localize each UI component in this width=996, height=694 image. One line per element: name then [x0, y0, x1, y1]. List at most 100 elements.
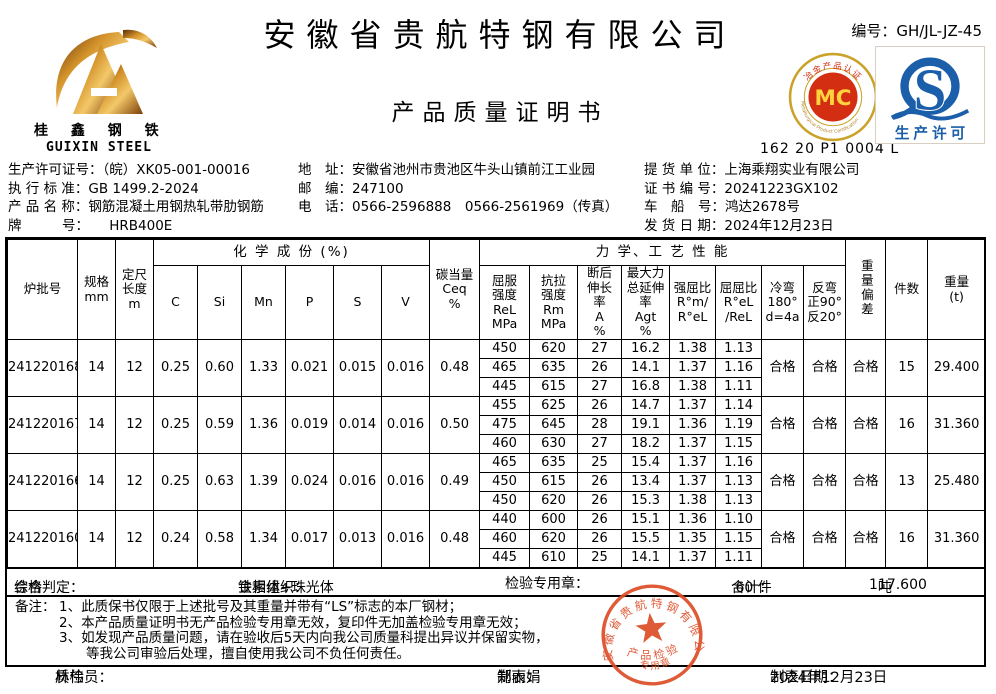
cell-pieces: 16: [885, 510, 929, 568]
cell-length: 12: [115, 453, 154, 511]
cell-agt: 19.1: [621, 415, 671, 435]
cell-pieces: 15: [885, 339, 929, 397]
batch-row: 241220167 14 12 0.25 0.59 1.36 0.019 0.014 0.016…: [7, 396, 987, 454]
col-chem-p: P: [285, 265, 334, 340]
cell-ratio-rm-rel: 1.38: [669, 377, 717, 397]
cell-ratio-rel-rel: 1.16: [715, 358, 763, 378]
cell-ratio-rm-rel: 1.37: [669, 453, 717, 473]
cell-agt: 15.3: [621, 491, 671, 511]
results-table: 炉批号 规格 mm 定尺 长度 m 化 学 成 份 (%) 碳当量 Ceq % …: [7, 239, 987, 568]
col-chem-v: V: [380, 265, 431, 340]
grade: 牌 号： HRB400E: [8, 217, 173, 234]
batch-subrow: 445 610 25 14.1 1.37 1.11: [8, 548, 986, 568]
cell-chem-c: 0.24: [153, 510, 198, 568]
cell-reverse-bend: 合格: [803, 339, 847, 397]
guixin-logo-icon: [56, 29, 157, 114]
cell-elongation: 28: [577, 415, 623, 435]
info-column-contact: 地 址：安徽省池州市贵池区牛头山镇前江工业园 邮 编：247100 电 话：05…: [298, 161, 618, 217]
col-chem-mn: Mn: [241, 265, 286, 340]
inspection-stamp: 安徽省贵航特钢有限公司 产品检验 专用章: [585, 568, 707, 686]
cell-ratio-rel-rel: 1.19: [715, 415, 763, 435]
col-chem-c: C: [153, 265, 198, 340]
cell-chem-si: 0.59: [197, 396, 242, 454]
stamp-star-icon: [635, 612, 667, 643]
cell-chem-si: 0.60: [197, 339, 242, 397]
cell-chem-si: 0.63: [197, 453, 242, 511]
cell-spec: 14: [77, 510, 116, 568]
mc-certificate-code: 162 20 P1 0004 L: [760, 141, 900, 157]
cell-ceq: 0.48: [429, 339, 481, 397]
cell-chem-c: 0.25: [153, 453, 198, 511]
cell-chem-v: 0.016: [380, 396, 431, 454]
cell-weight-deviation: 合格: [845, 396, 887, 454]
cell-elongation: 26: [577, 529, 623, 549]
address: 地 址：安徽省池州市贵池区牛头山镇前江工业园: [298, 162, 595, 178]
cell-ceq: 0.48: [429, 510, 481, 568]
cell-ratio-rel-rel: 1.15: [715, 529, 763, 549]
col-pieces: 件数: [885, 239, 929, 340]
cell-elongation: 27: [577, 434, 623, 454]
col-chem-si: Si: [197, 265, 242, 340]
postcode: 邮 编：247100: [298, 180, 404, 197]
batch-subrow: 445 615 27 16.8 1.38 1.11: [8, 377, 986, 397]
notes-label: 备注：: [15, 599, 56, 615]
cell-tensile: 620: [529, 529, 579, 549]
cell-weight: 25.480: [927, 453, 987, 511]
notes-section: 备注： 1、此质保书仅限于上述批号及其重量并带有“LS”标志的本厂钢材； 2、本…: [7, 595, 984, 665]
cell-elongation: 26: [577, 491, 623, 511]
cell-reverse-bend: 合格: [803, 453, 847, 511]
col-chem-s: S: [333, 265, 382, 340]
inspection-stamp-label: 检验专用章：: [505, 576, 589, 592]
col-length: 定尺 长度 m: [115, 239, 154, 340]
col-ratio-rm-rel: 强屈比 R°m/ R°eL: [669, 265, 717, 340]
document-title: 产品质量证明书: [391, 100, 609, 125]
cell-chem-p: 0.024: [285, 453, 334, 511]
cell-ratio-rm-rel: 1.37: [669, 434, 717, 454]
cell-agt: 18.2: [621, 434, 671, 454]
cell-yield: 450: [479, 491, 531, 511]
cell-tensile: 610: [529, 548, 579, 568]
cell-elongation: 26: [577, 510, 623, 530]
col-spec: 规格 mm: [77, 239, 116, 340]
serial-number: 编号：GH/JL-JZ-45: [851, 20, 982, 41]
cell-batch-no: 241220168: [7, 339, 78, 397]
cell-chem-mn: 1.36: [241, 396, 286, 454]
cell-cold-bend: 合格: [761, 339, 805, 397]
cell-agt: 15.1: [621, 510, 671, 530]
vehicle-no: 车 船 号：鸿达2678号: [644, 199, 800, 215]
cell-yield: 465: [479, 358, 531, 378]
cell-elongation: 26: [577, 472, 623, 492]
cell-yield: 460: [479, 434, 531, 454]
cell-spec: 14: [77, 396, 116, 454]
cell-tensile: 615: [529, 472, 579, 492]
cell-tensile: 630: [529, 434, 579, 454]
cell-ratio-rel-rel: 1.13: [715, 472, 763, 492]
col-elongation: 断后 伸长 率 A %: [577, 265, 623, 340]
qs-license-icon: S 生产许可: [890, 57, 970, 142]
cell-ratio-rm-rel: 1.37: [669, 358, 717, 378]
cell-reverse-bend: 合格: [803, 396, 847, 454]
license-no: 生产许可证号：（皖）XK05-001-00016: [8, 162, 250, 178]
cell-ratio-rm-rel: 1.38: [669, 339, 717, 359]
cell-agt: 13.4: [621, 472, 671, 492]
cell-elongation: 26: [577, 358, 623, 378]
company-name: 安徽省贵航特钢有限公司: [263, 17, 737, 53]
batch-subrow: 460 630 27 18.2 1.37 1.15: [8, 434, 986, 454]
cell-elongation: 25: [577, 453, 623, 473]
col-yield: 屈服 强度 ReL MPa: [479, 265, 531, 340]
cell-chem-s: 0.015: [333, 339, 382, 397]
cell-agt: 16.2: [621, 339, 671, 359]
cell-elongation: 26: [577, 396, 623, 416]
cell-tensile: 635: [529, 453, 579, 473]
cell-yield: 445: [479, 377, 531, 397]
col-batch-no: 炉批号: [7, 239, 78, 340]
cell-ratio-rel-rel: 1.16: [715, 453, 763, 473]
cell-chem-c: 0.25: [153, 339, 198, 397]
cell-ratio-rm-rel: 1.36: [669, 415, 717, 435]
cell-chem-s: 0.014: [333, 396, 382, 454]
cell-tensile: 620: [529, 491, 579, 511]
cell-weight: 31.360: [927, 396, 987, 454]
cell-ceq: 0.49: [429, 453, 481, 511]
cell-tensile: 600: [529, 510, 579, 530]
cell-agt: 16.8: [621, 377, 671, 397]
